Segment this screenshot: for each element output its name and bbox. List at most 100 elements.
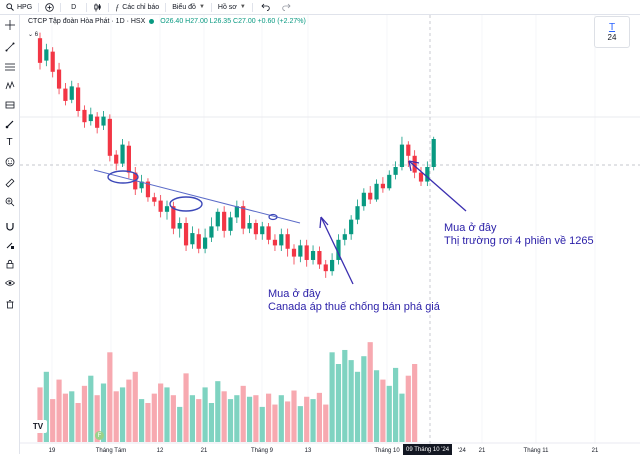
- volume-bar: [348, 360, 354, 442]
- separator: [38, 2, 40, 12]
- candle-body: [215, 211, 220, 227]
- volume-bar: [297, 406, 303, 442]
- candle-body: [323, 264, 328, 272]
- stay-in-drawing-tool[interactable]: [2, 237, 17, 252]
- candles-icon: [94, 3, 101, 11]
- event-flag-icon[interactable]: F: [95, 431, 104, 440]
- volume-bar: [43, 371, 49, 442]
- delete-tool[interactable]: [2, 296, 17, 311]
- candle-body: [425, 167, 430, 182]
- annotation-title: Mua ở đây: [268, 288, 321, 300]
- projection-tool[interactable]: [2, 97, 17, 112]
- chart-grid: [51, 15, 596, 443]
- volume-bar: [170, 395, 176, 442]
- chart-pane[interactable]: 19 Tháng Tám 12 21 Tháng 9 13 Tháng 10 21 Tháng …: [20, 15, 640, 455]
- lock-tool[interactable]: [2, 256, 17, 271]
- text-tool-widget[interactable]: T 24: [594, 16, 630, 48]
- function-icon: ƒ: [115, 2, 120, 12]
- volume-bar: [278, 395, 284, 442]
- candle-body: [342, 234, 347, 240]
- candle-body: [260, 226, 265, 235]
- time-axis: 19 Tháng Tám 12 21 Tháng 9 13 Tháng 10 21 Tháng …: [49, 448, 599, 454]
- support-trendline: [93, 169, 301, 224]
- profile-button[interactable]: Hồ sơ ▼: [212, 0, 252, 14]
- candle-body: [387, 174, 392, 189]
- magnet-icon: [5, 222, 14, 231]
- volume-bar: [380, 379, 386, 442]
- volume-bar: [139, 399, 145, 442]
- text-tool-size: 24: [607, 33, 617, 42]
- smiley-icon: [5, 157, 14, 166]
- candle-body: [209, 226, 214, 238]
- candle-body: [374, 183, 379, 200]
- pencil-lock-icon: [6, 242, 14, 249]
- volume-series: [37, 342, 418, 442]
- candle-body: [196, 234, 201, 249]
- trendline-icon: [5, 42, 14, 51]
- indicators-button[interactable]: ƒ Các chỉ báo: [109, 0, 165, 14]
- volume-bar: [132, 371, 138, 442]
- candle-body: [145, 181, 151, 198]
- volume-bar: [367, 342, 373, 442]
- visibility-tool[interactable]: [2, 275, 17, 290]
- text-icon: T: [6, 137, 13, 148]
- trendline-tool[interactable]: [2, 39, 17, 54]
- volume-bar: [183, 373, 189, 442]
- volume-bar: [291, 390, 297, 442]
- pattern-tool[interactable]: [2, 78, 17, 93]
- volume-bar: [304, 396, 310, 442]
- time-axis-label: Tháng Tám: [96, 448, 127, 454]
- text-tool[interactable]: T: [2, 135, 17, 150]
- candle-body: [380, 183, 385, 189]
- magnet-tool[interactable]: [2, 218, 17, 233]
- candle-body: [317, 251, 322, 265]
- symbol-label: HPG: [17, 3, 33, 11]
- compare-button[interactable]: [39, 0, 60, 14]
- interval-button[interactable]: D: [71, 3, 77, 11]
- eye-icon: [4, 279, 15, 286]
- volume-bar: [75, 403, 81, 442]
- volume-bar: [37, 387, 43, 442]
- arrow-line: [408, 160, 467, 212]
- volume-bar: [393, 367, 399, 442]
- undo-button[interactable]: [253, 0, 278, 14]
- candle-body: [412, 155, 417, 173]
- time-axis-label: 13: [305, 448, 312, 454]
- candle-body: [44, 49, 49, 61]
- candle-body: [63, 88, 68, 101]
- zoom-tool[interactable]: [2, 194, 17, 209]
- legend-collapse[interactable]: ⌄ 6: [28, 31, 38, 38]
- ruler-tool[interactable]: [2, 175, 17, 190]
- emoji-tool[interactable]: [2, 154, 17, 169]
- chevron-down-icon: ⌄: [28, 32, 34, 38]
- volume-bar: [386, 385, 392, 442]
- fib-tool[interactable]: [2, 59, 17, 74]
- brush-tool[interactable]: [2, 116, 17, 131]
- volume-bar: [221, 391, 227, 442]
- candle-body: [355, 206, 360, 220]
- annotation-buy-2[interactable]: Mua ở đây Thị trường rơi 4 phiên về 1265: [444, 222, 594, 248]
- candle-body: [291, 248, 297, 257]
- annotation-title: Mua ở đây: [444, 222, 497, 234]
- price-chart[interactable]: 19 Tháng Tám 12 21 Tháng 9 13 Tháng 10 21 Tháng …: [20, 15, 640, 454]
- annotation-buy-1[interactable]: Mua ở đây Canada áp thuế chống bán phá g…: [268, 288, 440, 314]
- lock-icon: [6, 259, 13, 268]
- circle-marker: [107, 170, 139, 184]
- volume-bar: [145, 403, 151, 442]
- crosshair-tool[interactable]: [2, 17, 17, 32]
- chart-type-button[interactable]: Biểu đồ ▼: [166, 0, 211, 14]
- redo-button[interactable]: [278, 0, 295, 14]
- volume-bar: [399, 393, 405, 442]
- annotation-note: Canada áp thuế chống bán phá giá: [268, 301, 440, 313]
- candle-style-button[interactable]: [87, 0, 108, 14]
- fibonacci-icon: [4, 63, 15, 70]
- symbol-search[interactable]: HPG: [0, 0, 38, 14]
- volume-bar: [285, 401, 291, 442]
- candle-body: [241, 206, 246, 229]
- projection-icon: [5, 101, 14, 108]
- candle-body: [183, 223, 189, 246]
- time-axis-label: 19: [49, 448, 56, 454]
- volume-bar: [189, 395, 195, 442]
- arrow-line: [320, 216, 354, 285]
- candle-body: [114, 154, 119, 164]
